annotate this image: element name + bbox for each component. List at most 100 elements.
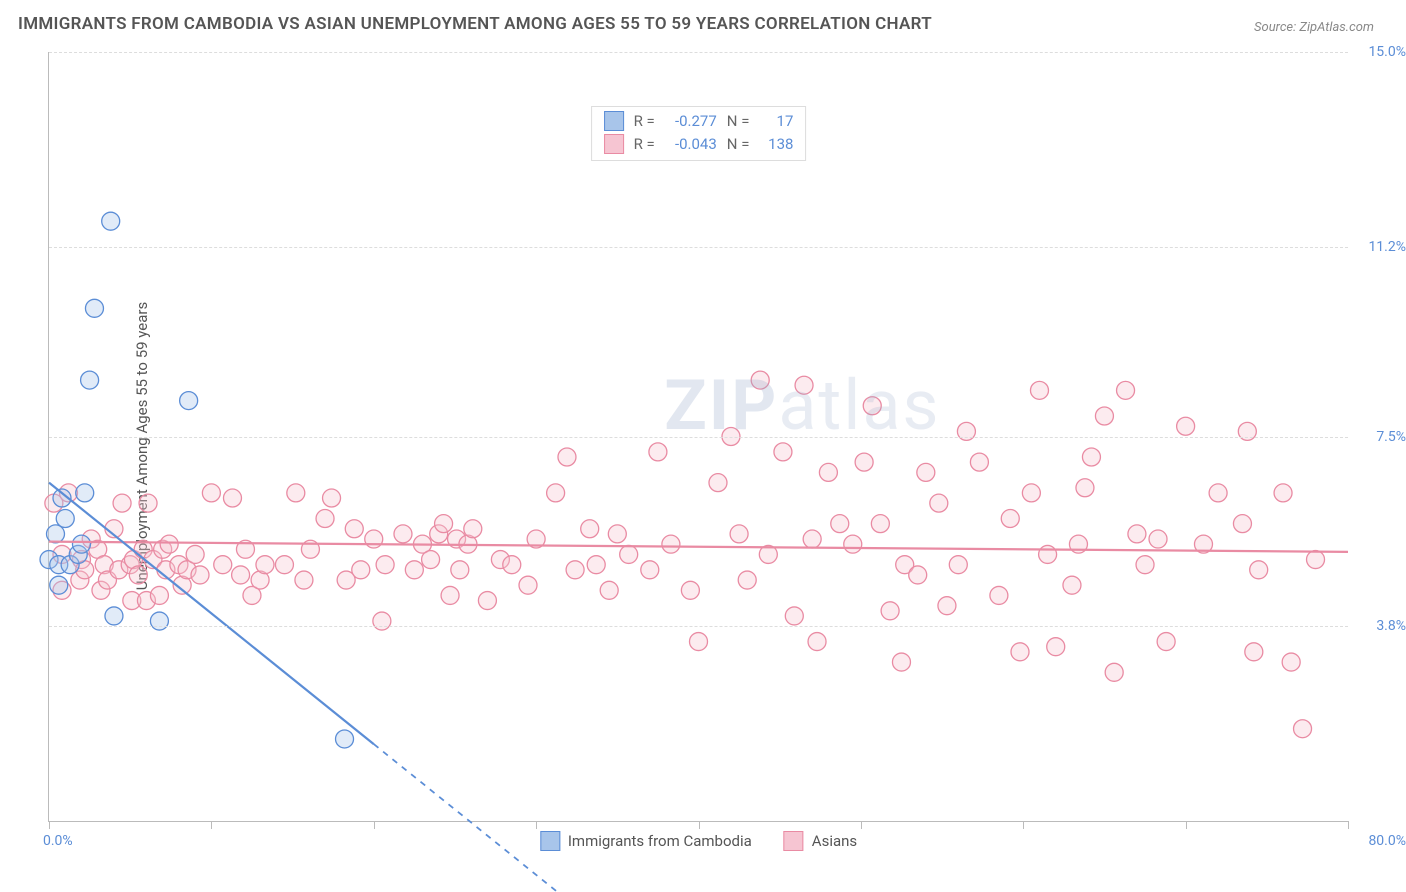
data-point	[180, 392, 198, 410]
data-point	[1011, 643, 1029, 661]
data-point	[519, 576, 537, 594]
data-point	[316, 510, 334, 528]
data-point	[1157, 633, 1175, 651]
asians-swatch-icon	[784, 831, 804, 851]
data-point	[871, 515, 889, 533]
data-point	[150, 612, 168, 630]
data-point	[1076, 479, 1094, 497]
data-point	[863, 397, 881, 415]
data-point	[909, 566, 927, 584]
gridline	[49, 247, 1348, 248]
data-point	[709, 474, 727, 492]
y-tick-label: 7.5%	[1376, 429, 1406, 445]
x-axis-max-label: 80.0%	[1368, 833, 1406, 849]
data-point	[1294, 720, 1312, 738]
gridline	[49, 626, 1348, 627]
data-point	[930, 494, 948, 512]
data-point	[287, 484, 305, 502]
data-point	[608, 525, 626, 543]
data-point	[649, 443, 667, 461]
correlation-stats-box: R = -0.277 N = 17 R = -0.043 N = 138	[591, 106, 807, 161]
data-point	[785, 607, 803, 625]
legend-item-asians: Asians	[784, 831, 857, 851]
x-tick	[1186, 821, 1187, 829]
series-legend: Immigrants from Cambodia Asians	[540, 831, 857, 851]
data-point	[422, 551, 440, 569]
data-point	[150, 586, 168, 604]
data-point	[365, 530, 383, 548]
stats-row-asians: R = -0.043 N = 138	[604, 133, 794, 156]
data-point	[394, 525, 412, 543]
data-point	[844, 535, 862, 553]
x-tick	[536, 821, 537, 829]
data-point	[1039, 545, 1057, 563]
data-point	[1022, 484, 1040, 502]
data-point	[581, 520, 599, 538]
data-point	[1282, 653, 1300, 671]
data-point	[1274, 484, 1292, 502]
y-tick-label: 11.2%	[1368, 239, 1406, 255]
data-point	[81, 371, 99, 389]
data-point	[1245, 643, 1263, 661]
data-point	[1149, 530, 1167, 548]
data-point	[855, 453, 873, 471]
data-point	[202, 484, 220, 502]
cambodia-swatch-icon	[604, 111, 624, 131]
chart-title: IMMIGRANTS FROM CAMBODIA VS ASIAN UNEMPL…	[18, 14, 932, 34]
data-point	[1001, 510, 1019, 528]
x-tick	[49, 821, 50, 829]
data-point	[256, 556, 274, 574]
data-point	[1177, 417, 1195, 435]
x-tick	[699, 821, 700, 829]
data-point	[323, 489, 341, 507]
data-point	[352, 561, 370, 579]
data-point	[795, 376, 813, 394]
data-point	[129, 566, 147, 584]
legend-label: Immigrants from Cambodia	[568, 832, 752, 850]
y-tick-label: 15.0%	[1368, 44, 1406, 60]
data-point	[1105, 663, 1123, 681]
regression-extrapolation	[374, 744, 618, 892]
x-tick	[211, 821, 212, 829]
data-point	[405, 561, 423, 579]
data-point	[957, 422, 975, 440]
data-point	[949, 556, 967, 574]
x-tick	[1023, 821, 1024, 829]
data-point	[641, 561, 659, 579]
x-tick	[861, 821, 862, 829]
legend-item-cambodia: Immigrants from Cambodia	[540, 831, 752, 851]
gridline	[49, 437, 1348, 438]
data-point	[1209, 484, 1227, 502]
gridline	[49, 52, 1348, 53]
data-point	[441, 586, 459, 604]
data-point	[72, 535, 90, 553]
data-point	[50, 576, 68, 594]
data-point	[376, 556, 394, 574]
data-point	[620, 545, 638, 563]
data-point	[803, 530, 821, 548]
x-axis-min-label: 0.0%	[43, 833, 73, 849]
data-point	[102, 212, 120, 230]
data-point	[336, 730, 354, 748]
x-tick	[1348, 821, 1349, 829]
source-attribution: Source: ZipAtlas.com	[1254, 20, 1374, 35]
data-point	[831, 515, 849, 533]
data-point	[56, 510, 74, 528]
data-point	[600, 581, 618, 599]
data-point	[662, 535, 680, 553]
plot-area: ZIPatlas R = -0.277 N = 17 R = -0.043 N …	[48, 52, 1348, 822]
data-point	[774, 443, 792, 461]
data-point	[1047, 638, 1065, 656]
data-point	[881, 602, 899, 620]
data-point	[1082, 448, 1100, 466]
data-point	[223, 489, 241, 507]
data-point	[345, 520, 363, 538]
data-point	[186, 545, 204, 563]
data-point	[275, 556, 293, 574]
stats-row-cambodia: R = -0.277 N = 17	[604, 110, 794, 133]
data-point	[1233, 515, 1251, 533]
legend-label: Asians	[812, 832, 857, 850]
data-point	[139, 494, 157, 512]
data-point	[105, 607, 123, 625]
data-point	[1136, 556, 1154, 574]
